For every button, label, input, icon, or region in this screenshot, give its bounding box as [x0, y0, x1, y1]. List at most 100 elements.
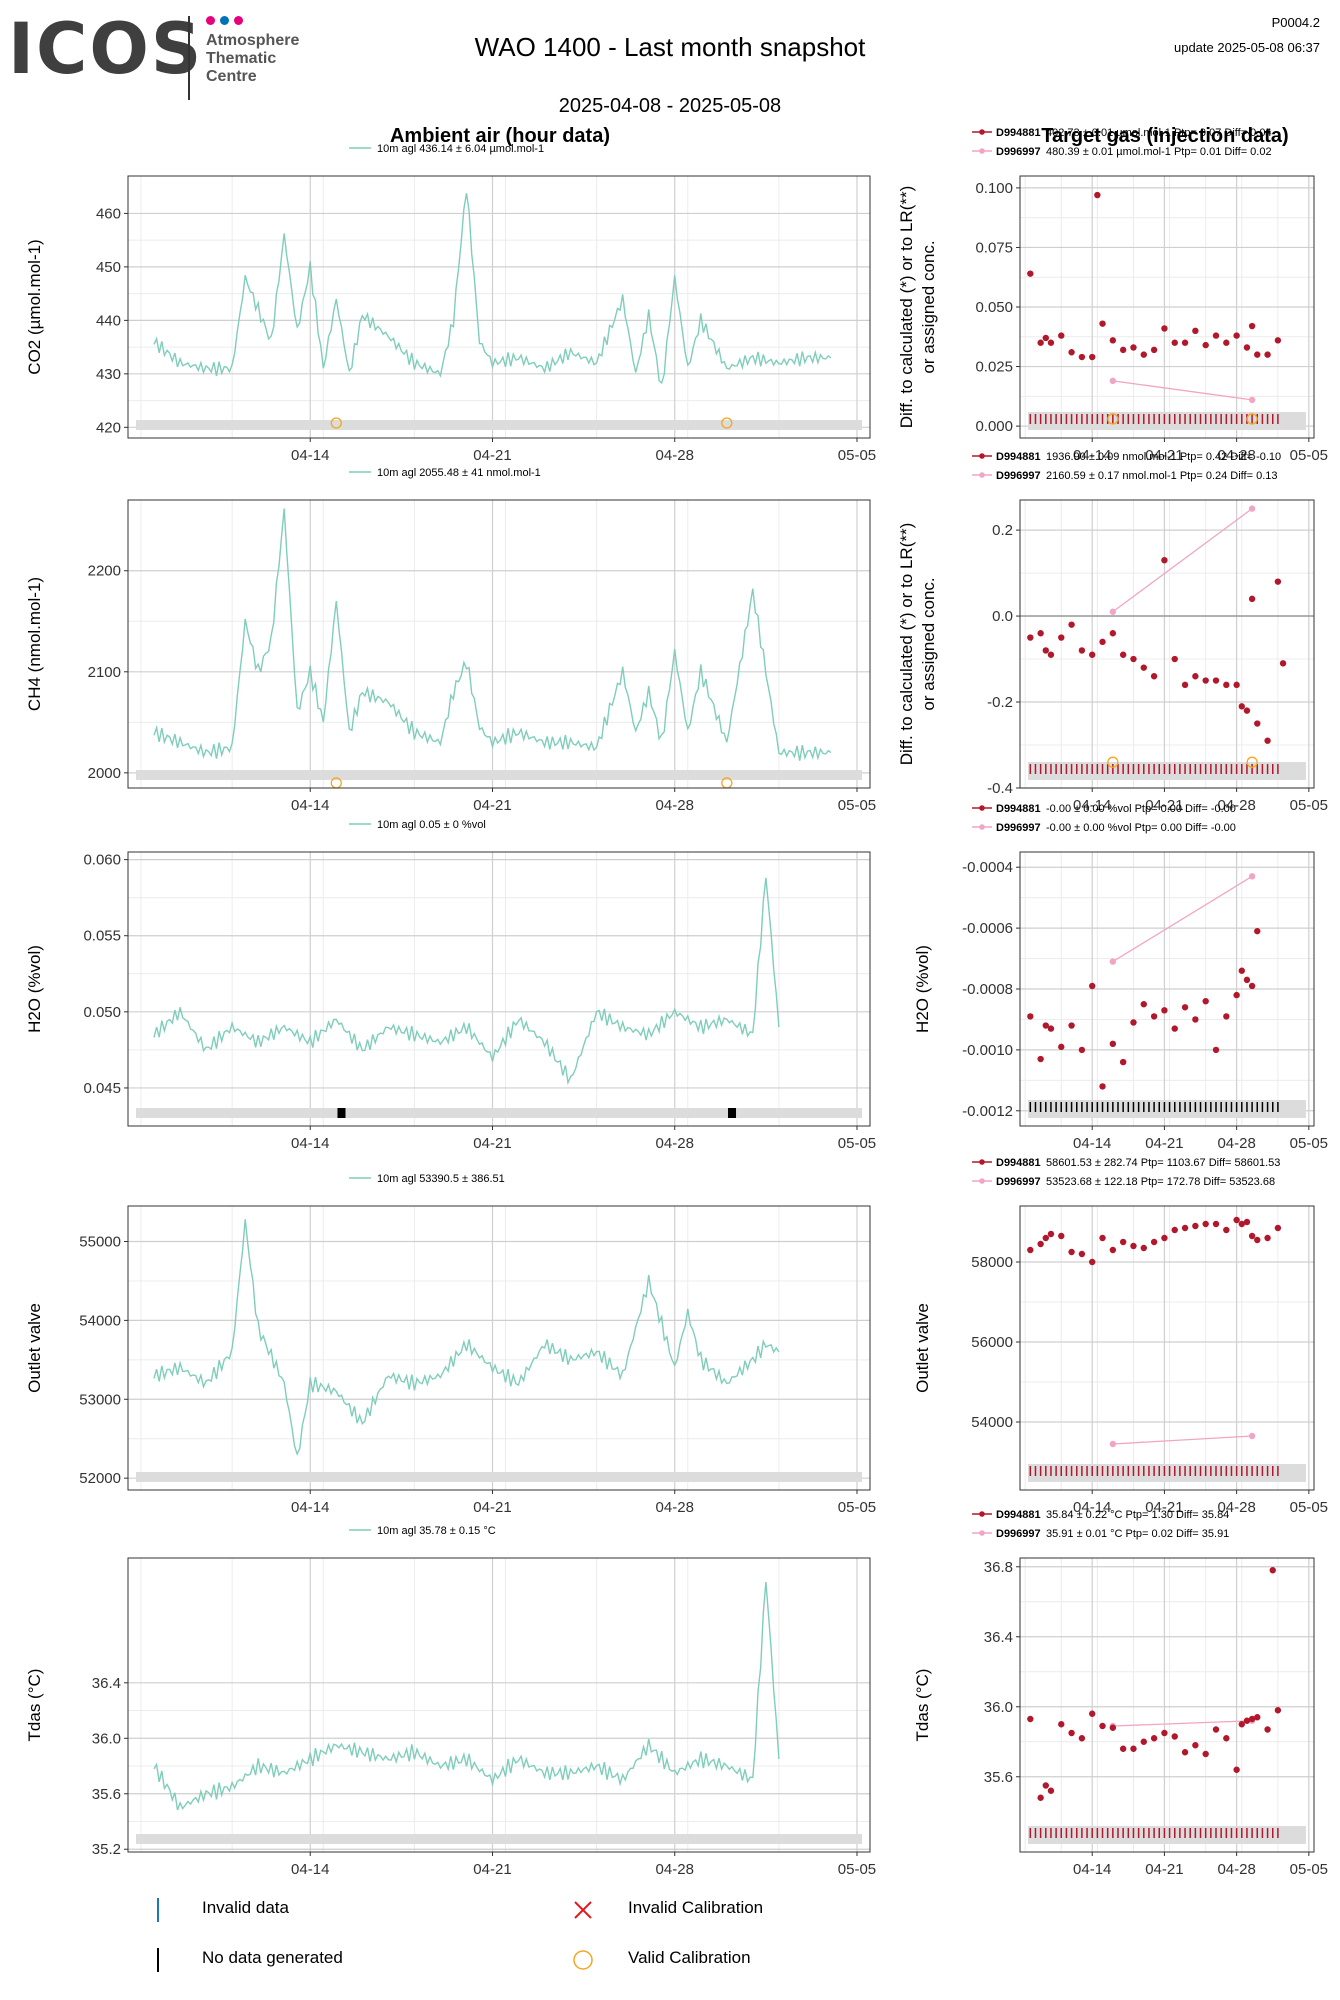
outlet_target-d994881-point	[1161, 1234, 1168, 1242]
tdas_target-d994881-point	[1171, 1733, 1178, 1740]
co2_target-d994881-point	[1078, 353, 1086, 361]
outlet_target-status-band	[1028, 1464, 1306, 1482]
ch4_target-xtick-label: 04-28	[1217, 797, 1255, 814]
co2_target-xtick-label: 04-14	[1073, 447, 1111, 464]
h2o_target-d994881-point	[1068, 1022, 1075, 1029]
outlet_ambient-xtick-label: 04-28	[656, 1499, 694, 1516]
ch4_target-ytick-label: -0.4	[987, 780, 1013, 797]
outlet_target-d994881-point	[1274, 1224, 1282, 1232]
ch4_target-xtick-label: 05-05	[1290, 797, 1328, 814]
tdas_target-xtick-label: 05-05	[1290, 1861, 1328, 1878]
ch4_target-d994881-point	[1078, 647, 1086, 654]
co2_ambient-xtick-label: 05-05	[838, 447, 876, 464]
ch4_ambient-ytick-label: 2000	[88, 765, 121, 782]
co2_target-d994881-point	[1223, 339, 1230, 346]
co2_ambient-xtick-label: 04-14	[291, 447, 329, 464]
ch4_target-d994881-point	[1130, 655, 1137, 663]
outlet_target-legend-dot	[979, 1159, 985, 1165]
h2o_target-d994881-point	[1089, 982, 1096, 990]
co2_target-d994881-point	[1119, 346, 1127, 354]
outlet_ambient-xtick-label: 04-21	[473, 1499, 511, 1516]
h2o_target-legend-dot	[979, 805, 985, 811]
ch4_target-d994881-point	[1279, 660, 1287, 667]
co2_ambient-status-band	[136, 420, 862, 430]
h2o_ambient-bg	[128, 852, 870, 1126]
co2_target-d994881-point	[1099, 320, 1106, 327]
co2_target-calibration-marker	[1107, 413, 1119, 425]
outlet_ambient-xtick-label: 05-05	[838, 1499, 876, 1516]
h2o_target-d994881-point	[1047, 1025, 1055, 1032]
ch4_target-d994881-point	[1212, 677, 1220, 684]
co2_target-calibration-marker	[1246, 413, 1258, 425]
ch4_ambient-ylabel: CH4 (nmol.mol-1)	[25, 577, 44, 711]
ch4_target-legend-text: 2160.59 ± 0.17 nmol.mol-1 Ptp= 0.24 Diff…	[1046, 470, 1277, 482]
outlet_target-xtick-label: 04-21	[1145, 1499, 1183, 1516]
co2_target-d994881-point	[1202, 341, 1209, 349]
tdas_target-legend-dot	[979, 1530, 985, 1536]
ch4_target-d994881-point	[1099, 638, 1106, 646]
outlet_target-d994881-point	[1130, 1242, 1137, 1250]
logo-sub-line-3: Centre	[206, 68, 257, 85]
outlet_target-d994881-point	[1068, 1248, 1075, 1256]
ch4_target-legend-dot	[979, 453, 985, 459]
tdas_target-d994881-point	[1099, 1722, 1106, 1730]
tdas_ambient-ytick-label: 36.4	[92, 1675, 121, 1692]
h2o_target-d994881-point	[1119, 1058, 1127, 1066]
tdas_target-ytick-label: 35.6	[984, 1769, 1013, 1786]
h2o_ambient-ytick-label: 0.055	[83, 928, 121, 945]
outlet_target-d994881-point	[1212, 1220, 1220, 1228]
h2o_ambient-xtick-label: 04-21	[473, 1135, 511, 1152]
h2o_target-legend-id: D996997	[996, 822, 1041, 834]
h2o_target-d996997-point	[1109, 958, 1117, 965]
ch4_target-calibration-marker	[1246, 756, 1258, 768]
outlet_target-d994881-point	[1109, 1246, 1117, 1254]
h2o_target-d994881-point	[1238, 967, 1245, 974]
co2_target-xtick-label: 04-28	[1217, 447, 1255, 464]
co2_ambient-ytick-label: 430	[96, 366, 121, 383]
tdas_target-d994881-point	[1274, 1707, 1282, 1714]
co2_target-d994881-point	[1233, 332, 1240, 339]
tdas_ambient-legend-text: 10m agl 35.78 ± 0.15 °C	[377, 1525, 496, 1537]
co2_target-d994881-point	[1094, 191, 1101, 199]
ch4_ambient-frame	[127, 499, 871, 789]
h2o_target-ytick-label: -0.0012	[962, 1103, 1013, 1120]
legend-invalid-data: Invalid data	[202, 1898, 289, 1917]
co2_target-panel	[972, 129, 1315, 442]
ch4_target-d994881-point	[1047, 651, 1055, 658]
h2o_target-d994881-point	[1192, 1016, 1199, 1023]
outlet_target-d994881-point	[1047, 1230, 1055, 1238]
h2o_target-xtick-label: 04-21	[1145, 1135, 1183, 1152]
tdas_target-d994881-point	[1269, 1567, 1276, 1574]
h2o_target-xtick-label: 04-14	[1073, 1135, 1111, 1152]
h2o_target-ytick-label: -0.0006	[962, 920, 1013, 937]
h2o_target-d994881-point	[1109, 1040, 1117, 1048]
version-label: P0004.2	[1271, 15, 1320, 30]
h2o_ambient-ytick-label: 0.045	[83, 1080, 121, 1097]
outlet_target-d994881-point	[1089, 1258, 1096, 1266]
tdas_target-d994881-point	[1047, 1787, 1055, 1794]
h2o_ambient-xtick-label: 04-28	[656, 1135, 694, 1152]
h2o_target-d994881-point	[1078, 1046, 1086, 1054]
co2_target-legend-dot	[979, 129, 985, 135]
co2_target-d994881-point	[1264, 351, 1271, 358]
outlet_target-d994881-point	[1058, 1232, 1065, 1240]
tdas_target-d994881-point	[1181, 1749, 1189, 1756]
h2o_target-xtick-label: 04-28	[1217, 1135, 1255, 1152]
h2o_target-d996997-line	[1112, 875, 1253, 963]
ch4_target-panel	[972, 453, 1315, 792]
tdas_target-legend-text: 35.84 ± 0.22 °C Ptp= 1.30 Diff= 35.84	[1046, 1509, 1229, 1521]
co2_target-d996997-line	[1112, 380, 1253, 401]
ch4_target-d994881-point	[1140, 664, 1147, 671]
tdas_target-d994881-point	[1161, 1729, 1168, 1737]
tdas_target-d994881-point	[1037, 1794, 1044, 1801]
ch4_target-d996997-point	[1248, 505, 1256, 512]
outlet_ambient-status-band	[136, 1472, 862, 1482]
co2_target-d994881-point	[1068, 349, 1075, 356]
outlet_target-ytick-label: 58000	[971, 1254, 1013, 1271]
h2o_target-panel	[972, 805, 1315, 1130]
ch4_target-ytick-label: 0.0	[992, 608, 1013, 625]
legend-invalid-calibration: Invalid Calibration	[628, 1898, 764, 1917]
tdas_target-legend-id: D996997	[996, 1528, 1041, 1540]
tdas_ambient-ytick-label: 35.2	[92, 1841, 121, 1858]
h2o_target-d994881-point	[1248, 982, 1256, 990]
